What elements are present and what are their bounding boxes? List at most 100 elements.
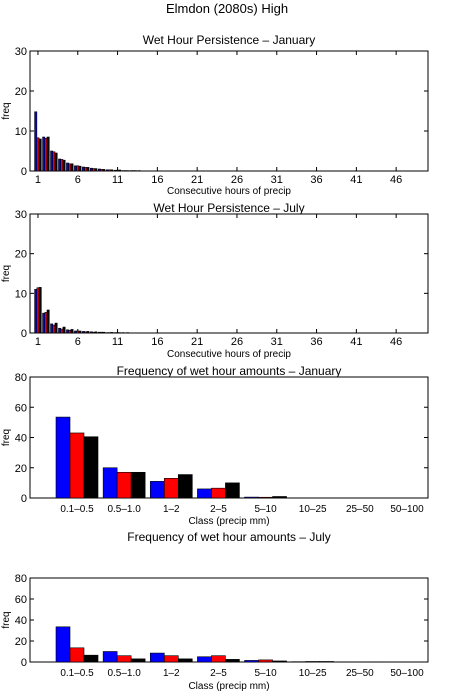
chart2-bar (66, 329, 69, 334)
chart4-bar (319, 661, 335, 663)
chart3-xtick-label: 1–2 (163, 504, 180, 515)
chart1-xtick-label: 41 (350, 174, 362, 186)
chart3-bar (149, 481, 165, 499)
chart2-bar (94, 331, 98, 334)
chart4-bar (272, 660, 287, 663)
chart3-ylabel: freq (1, 429, 12, 446)
chart3-bar (244, 496, 259, 499)
chart1-plot-area (29, 50, 429, 172)
chart2-title: Wet Hour Persistence – July (153, 201, 304, 215)
chart2-bar (68, 329, 72, 334)
chart4-bar (177, 658, 193, 663)
chart1-bar (60, 159, 64, 172)
figure-suptitle: Elmdon (2080s) High (165, 1, 289, 16)
chart1-bar (118, 169, 122, 172)
chart1-ylabel: freq (1, 102, 12, 119)
chart3-ytick-label: 20 (15, 463, 27, 475)
chart4-xtick-label: 10–25 (299, 668, 327, 679)
chart3-xtick-label: 2–5 (210, 504, 227, 515)
chart1-bar (74, 165, 77, 172)
chart2-bar (60, 328, 64, 334)
chart1-bar (58, 158, 62, 172)
chart4-ytick-label: 60 (15, 594, 27, 606)
chart1-bar (108, 169, 112, 172)
chart4-ylabel: freq (1, 611, 12, 628)
chart4-xtick-label: 5–10 (254, 668, 277, 679)
chart2-ylabel: freq (1, 265, 12, 282)
chart3-xtick-label: 25–50 (346, 504, 374, 515)
chart1-xtick-label: 46 (390, 174, 402, 186)
chart4-bar (102, 651, 118, 663)
chart1-xtick-label: 21 (191, 174, 203, 186)
chart2-bar (44, 312, 48, 334)
chart2-bar (90, 331, 93, 334)
chart3-bar (163, 478, 179, 499)
chart2-bar (58, 327, 62, 334)
chart2-ytick-label: 10 (15, 288, 27, 300)
chart4-bar (130, 658, 146, 663)
chart2-bar (82, 331, 85, 334)
chart3-bar (225, 482, 240, 499)
chart4-xtick-label: 25–50 (346, 668, 374, 679)
chart1-bar (102, 169, 106, 172)
chart2-bar (34, 289, 38, 334)
chart1-bar (44, 137, 48, 172)
chart2-bar (50, 323, 54, 334)
chart4-xtick-label: 1–2 (163, 668, 180, 679)
chart1-bar (66, 162, 69, 172)
chart2-bar (52, 324, 56, 334)
chart4-bar (305, 661, 321, 663)
chart3-xtick-label: 0.5–1.0 (107, 504, 141, 515)
chart2-bar (36, 287, 40, 334)
chart2-ytick-label: 0 (21, 328, 27, 340)
chart1-bar (70, 163, 74, 172)
chart1-bar (36, 137, 40, 172)
chart1-ytick-label: 10 (15, 126, 27, 138)
chart2-ytick-label: 20 (15, 249, 27, 261)
chart2-xtick-label: 11 (112, 336, 123, 348)
chart3-title: Frequency of wet hour amounts – January (117, 364, 342, 378)
chart1-title: Wet Hour Persistence – January (143, 33, 316, 47)
chart1-xtick-label: 11 (112, 174, 123, 186)
chart3-bar (258, 496, 273, 499)
chart2-xtick-label: 1 (35, 336, 41, 348)
chart4-bar (116, 655, 132, 663)
chart1-bar (54, 152, 58, 172)
chart1-xtick-label: 31 (271, 174, 283, 186)
chart1-bar (78, 165, 82, 172)
chart3-xtick-label: 10–25 (299, 504, 327, 515)
chart2-xtick-label: 31 (271, 336, 283, 348)
chart1-bar (68, 163, 72, 172)
chart4-bar (69, 647, 85, 663)
chart4-ytick-label: 0 (21, 657, 27, 669)
chart3-ytick-label: 80 (15, 372, 27, 384)
chart4-title: Frequency of wet hour amounts – July (127, 530, 330, 544)
chart1-xtick-label: 6 (75, 174, 81, 186)
chart3-bar (211, 487, 226, 499)
chart2-xlabel: Consecutive hours of precip (167, 349, 291, 360)
chart3-ytick-label: 60 (15, 402, 27, 414)
chart3-xlabel: Class (precip mm) (188, 516, 269, 527)
chart3-bar (116, 471, 132, 499)
chart2-bar (46, 309, 50, 334)
chart2-bar (74, 330, 77, 334)
chart2-bar (102, 331, 106, 334)
chart2-xtick-label: 21 (191, 336, 203, 348)
chart1-bar (116, 169, 119, 172)
chart4-xtick-label: 2–5 (210, 668, 227, 679)
chart3-bar (83, 436, 99, 499)
chart1-xtick-label: 1 (35, 174, 41, 186)
chart2-xtick-label: 26 (231, 336, 243, 348)
chart2-bar (38, 287, 42, 334)
chart2-xtick-label: 46 (390, 336, 402, 348)
chart4-xtick-label: 0.5–1.0 (107, 668, 141, 679)
chart2-bar (100, 331, 104, 334)
chart1-bar (105, 169, 109, 172)
chart1-bar (46, 136, 50, 172)
chart1-bar (86, 167, 90, 172)
chart1-bar (82, 166, 85, 172)
chart2-bar (84, 331, 88, 334)
chart2-plot-area (29, 213, 429, 334)
chart4-bar (197, 656, 212, 663)
chart2-bar (70, 329, 74, 334)
